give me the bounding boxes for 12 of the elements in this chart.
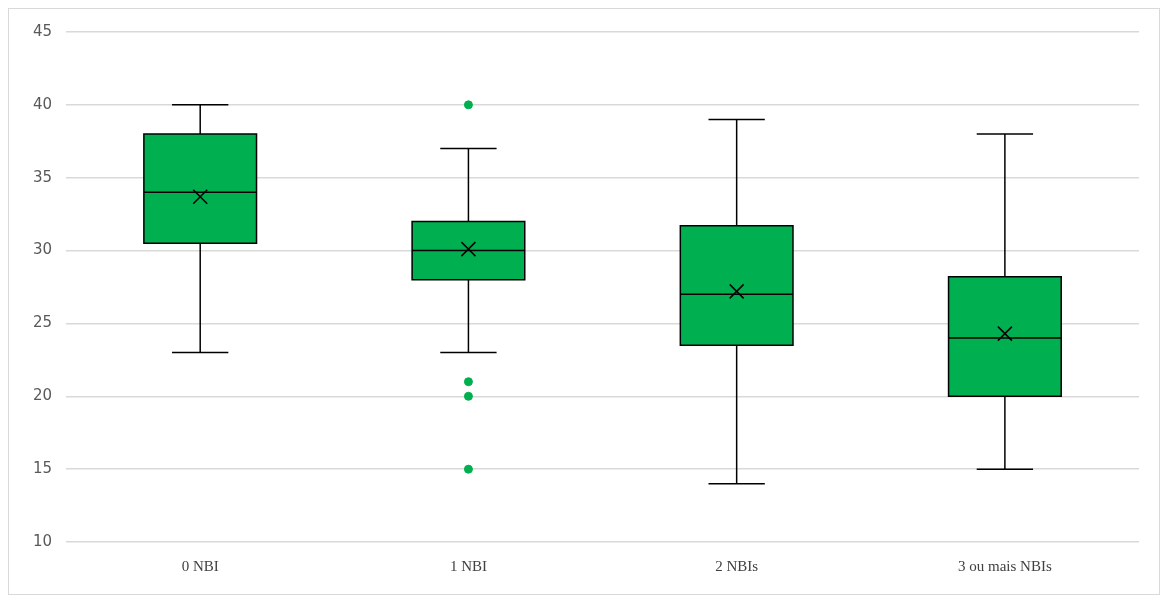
y-tick-label: 35 — [32, 167, 53, 186]
y-tick-label: 20 — [32, 386, 53, 405]
y-tick-label: 10 — [32, 531, 53, 550]
y-tick-label: 25 — [32, 313, 53, 332]
y-tick-label: 15 — [32, 459, 53, 478]
y-tick-label: 30 — [32, 240, 53, 259]
y-tick-label: 40 — [32, 94, 53, 113]
x-tick-label: 2 NBIs — [715, 557, 759, 574]
x-tick-label: 1 NBI — [449, 557, 487, 574]
x-tick-label: 0 NBI — [181, 557, 219, 574]
y-tick-label: 45 — [32, 21, 53, 40]
x-tick-label: 3 ou mais NBIs — [958, 557, 1052, 574]
